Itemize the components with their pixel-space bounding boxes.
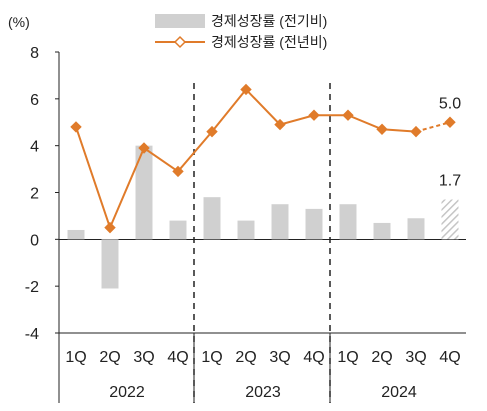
bar xyxy=(203,197,221,240)
x-year-label: 2022 xyxy=(109,384,145,401)
y-tick-label: -2 xyxy=(25,279,39,296)
legend-swatch-bar xyxy=(155,14,205,28)
bar xyxy=(339,204,357,240)
bar-forecast xyxy=(441,199,459,240)
x-quarter-label: 1Q xyxy=(65,349,86,366)
x-quarter-label: 2Q xyxy=(99,349,120,366)
x-year-labels: 2022 2023 2024 xyxy=(109,384,417,401)
line-series-solid xyxy=(75,87,417,231)
x-quarter-label: 3Q xyxy=(405,349,426,366)
x-quarter-label: 2Q xyxy=(371,349,392,366)
y-tick-labels: -4 -2 0 2 4 6 8 xyxy=(25,45,59,343)
bar xyxy=(305,208,323,240)
bar-series xyxy=(67,145,459,289)
y-tick-label: 6 xyxy=(30,92,39,109)
data-labels: 5.0 1.7 xyxy=(439,95,461,189)
line-point xyxy=(206,125,218,138)
bar xyxy=(101,239,119,289)
line-series xyxy=(75,87,451,231)
line-point xyxy=(410,125,422,138)
legend-label-bar: 경제성장률 (전기비) xyxy=(211,13,327,29)
bar xyxy=(67,229,85,240)
line-point xyxy=(240,83,252,96)
line-markers xyxy=(70,83,456,234)
x-quarter-label: 4Q xyxy=(439,349,460,366)
x-quarter-label: 4Q xyxy=(303,349,324,366)
x-quarter-label: 3Q xyxy=(133,349,154,366)
line-point xyxy=(376,123,388,135)
legend-marker-diamond xyxy=(173,35,187,49)
data-label: 5.0 xyxy=(439,95,461,112)
data-label: 1.7 xyxy=(439,173,461,190)
bar xyxy=(373,222,391,240)
line-point xyxy=(172,165,184,178)
y-tick-label: 4 xyxy=(30,139,39,156)
y-tick-label: 0 xyxy=(30,232,39,249)
bar xyxy=(271,204,289,240)
legend-label-line: 경제성장률 (전년비) xyxy=(211,34,327,50)
line-point xyxy=(342,109,354,121)
line-point xyxy=(138,142,150,154)
line-point xyxy=(444,116,456,128)
x-quarter-label: 2Q xyxy=(235,349,256,366)
bar xyxy=(407,218,425,240)
bar xyxy=(169,220,187,240)
y-unit-label: (%) xyxy=(8,14,30,30)
bar xyxy=(237,220,255,240)
bar xyxy=(135,145,153,240)
x-quarter-label: 1Q xyxy=(337,349,358,366)
y-tick-label: 2 xyxy=(30,186,39,203)
x-year-label: 2024 xyxy=(381,384,417,401)
y-tick-label: 8 xyxy=(30,45,39,62)
line-point xyxy=(104,221,116,234)
line-point xyxy=(70,121,82,133)
x-year-label: 2023 xyxy=(245,384,281,401)
line-point xyxy=(308,109,320,121)
line-series-dashed xyxy=(415,121,451,133)
x-quarter-label: 4Q xyxy=(167,349,188,366)
x-quarter-label: 3Q xyxy=(269,349,290,366)
legend: 경제성장률 (전기비) 경제성장률 (전년비) xyxy=(155,13,327,50)
x-quarter-labels: 1Q 2Q 3Q 4Q 1Q 2Q 3Q 4Q 1Q 2Q 3Q 4Q xyxy=(65,349,460,366)
x-quarter-label: 1Q xyxy=(201,349,222,366)
line-point xyxy=(274,118,286,131)
y-tick-label: -4 xyxy=(25,326,39,343)
